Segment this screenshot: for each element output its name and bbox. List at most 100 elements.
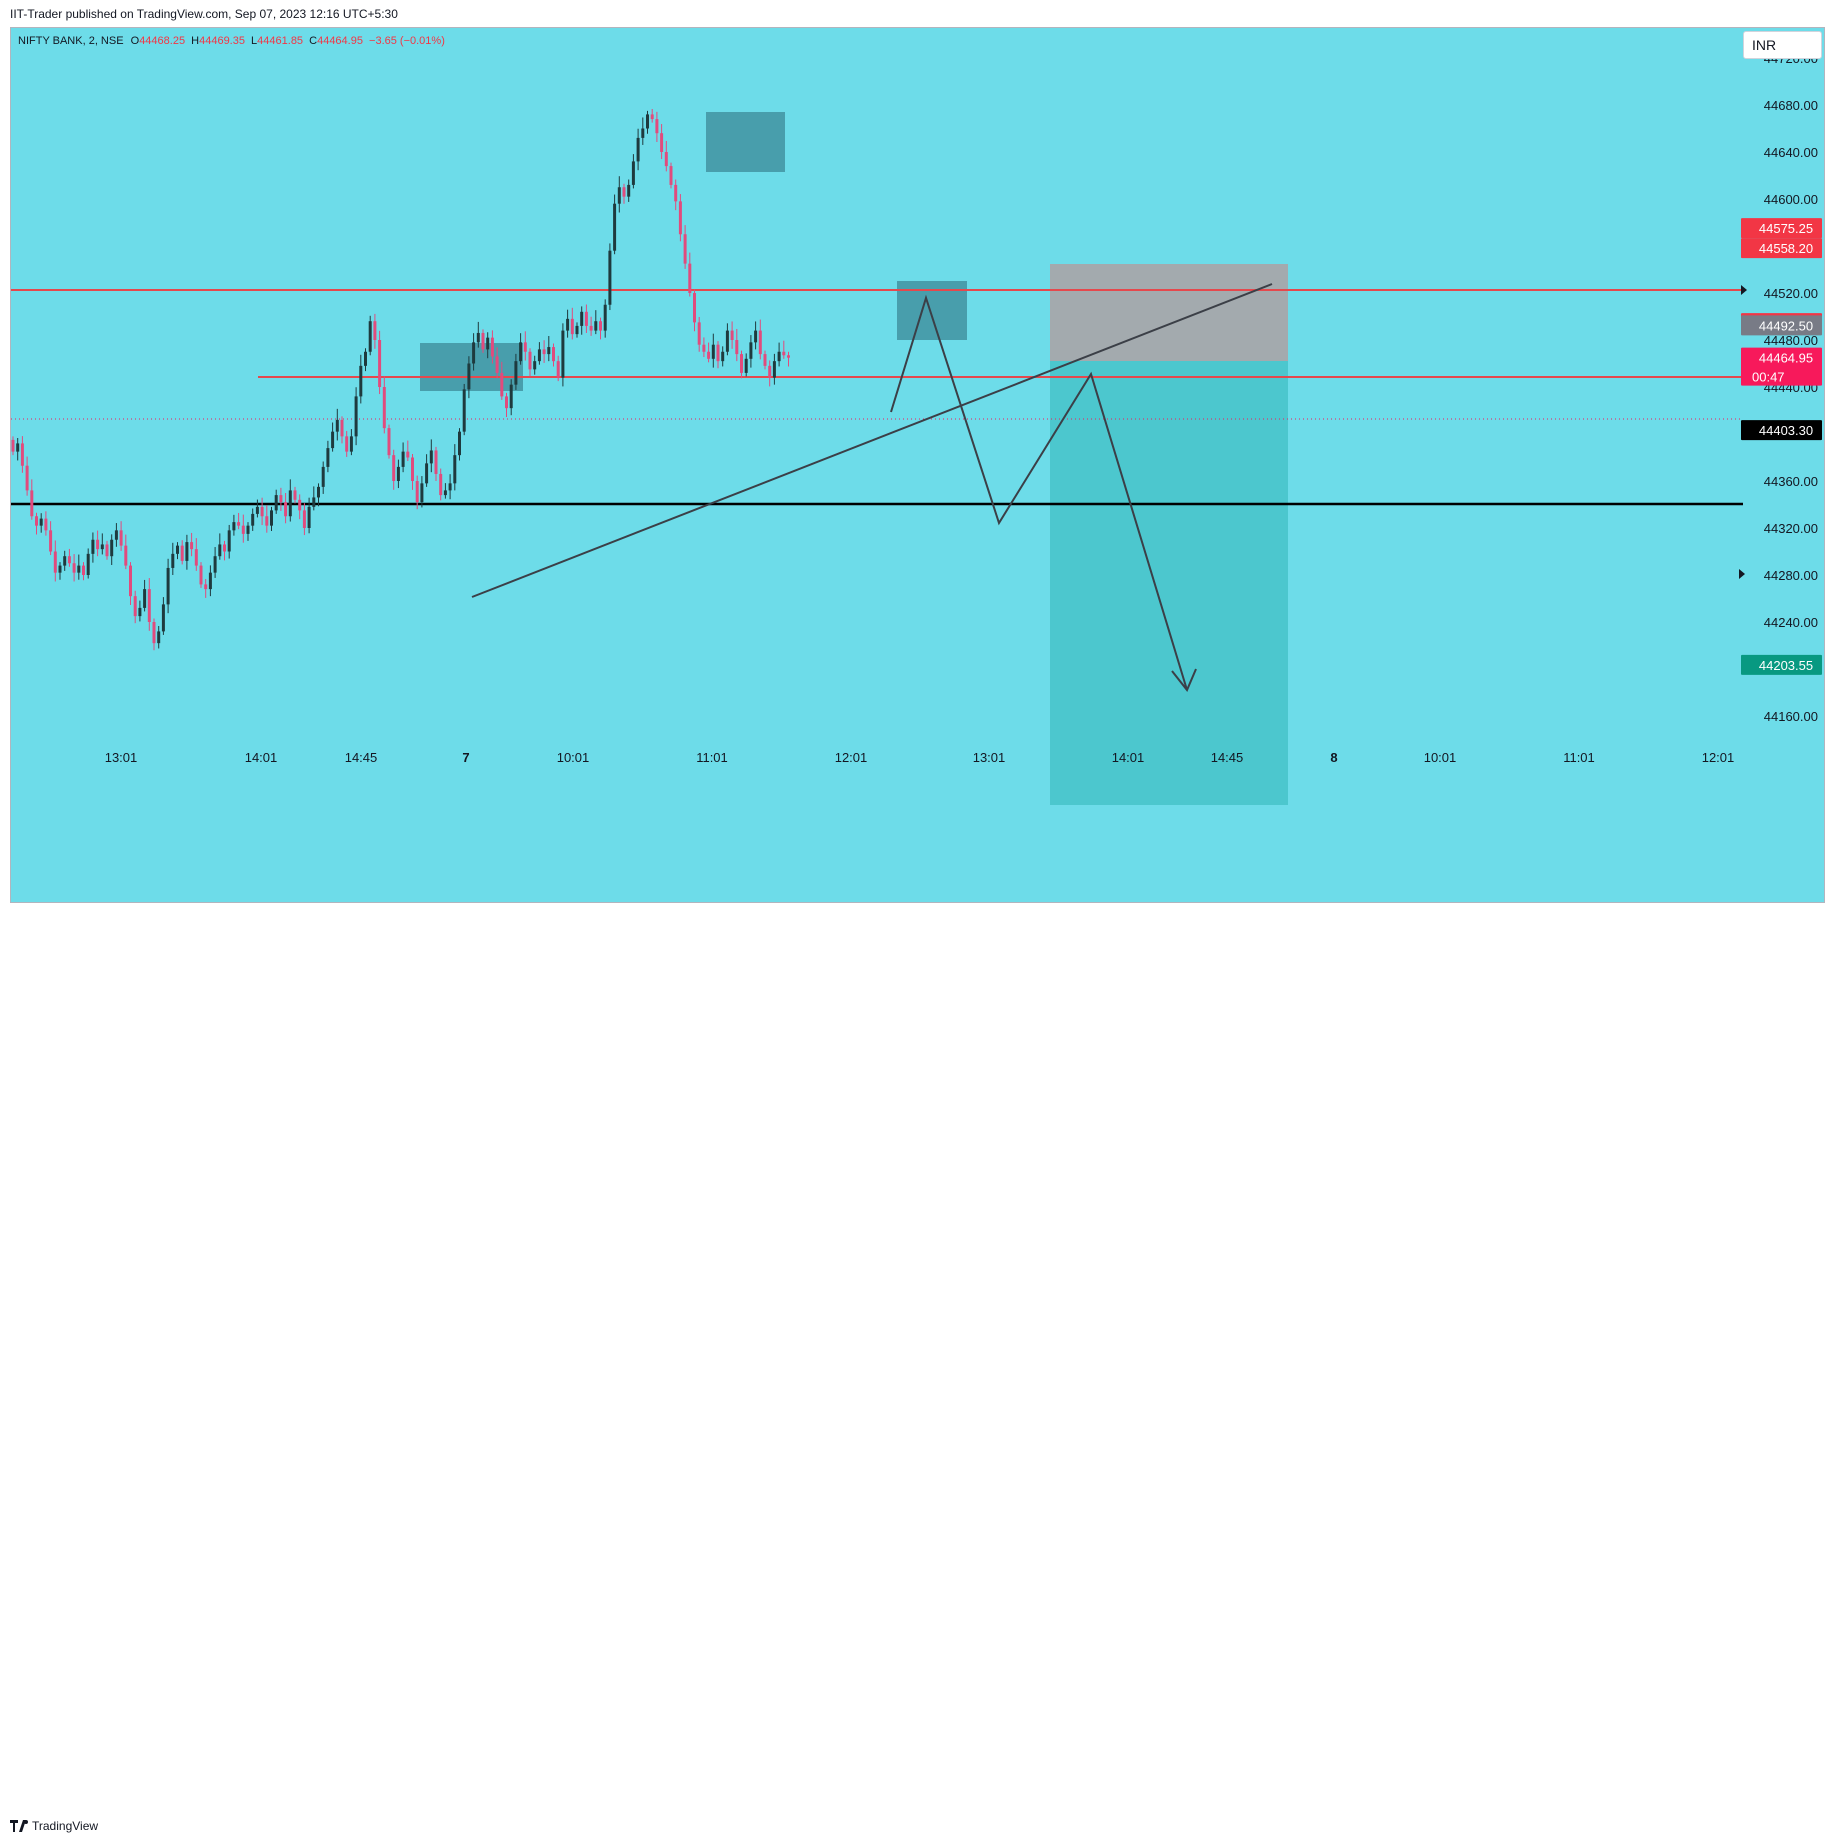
price-badge-text: 44403.30 [1759, 423, 1813, 438]
candle-body [67, 556, 71, 564]
candle-body [16, 443, 20, 452]
price-tick-label: 44360.00 [1764, 474, 1818, 489]
time-tick-label: 14:01 [1112, 750, 1145, 765]
candle [274, 489, 278, 514]
currency-button[interactable]: INR [1743, 31, 1822, 59]
footer-bar: TradingView [0, 905, 1835, 1833]
candle-body [509, 384, 513, 409]
candle [91, 532, 95, 563]
candle [77, 554, 81, 580]
candle-body [317, 486, 320, 498]
highlight-box-2[interactable] [706, 112, 785, 172]
price-label-badge[interactable]: 44203.55 [1741, 654, 1822, 675]
price-label-badge[interactable]: 44464.95 00:47 [1741, 347, 1822, 386]
price-label-badge[interactable]: 44403.30 [1741, 420, 1822, 441]
candle-body [340, 419, 344, 437]
price-badge-text: 44203.55 [1759, 658, 1813, 673]
candle-body [232, 522, 236, 531]
candle [255, 499, 259, 518]
candle [302, 503, 306, 536]
candle-body [434, 450, 438, 474]
candle-body [735, 340, 739, 355]
candle-body [100, 544, 104, 550]
candle-body [265, 516, 269, 526]
candle-body [608, 250, 612, 305]
candle-body [674, 184, 678, 202]
candle-body [462, 389, 466, 432]
candle-body [697, 322, 701, 345]
candle [119, 521, 123, 551]
candle-body [566, 318, 570, 331]
candle [472, 333, 476, 371]
candle-body [420, 483, 424, 503]
candle [16, 437, 20, 461]
candle [617, 176, 621, 213]
candle-body [373, 321, 377, 340]
candle-body [641, 128, 645, 138]
trendline[interactable] [471, 283, 1273, 598]
candle-body [490, 337, 494, 357]
candle [768, 360, 772, 387]
candle-body [105, 544, 109, 557]
price-chart[interactable]: 44720.0044680.0044640.0044600.0044560.00… [11, 28, 1825, 903]
stop-loss-zone[interactable] [1050, 264, 1288, 361]
open-value: 44468.25 [139, 35, 186, 47]
price-tick-label: 44160.00 [1764, 709, 1818, 724]
tradingview-logo-icon[interactable] [10, 1820, 30, 1832]
candle [425, 454, 429, 487]
candle-body [364, 351, 367, 366]
candle-body [725, 330, 729, 352]
candle-body [378, 340, 382, 387]
candle [650, 108, 654, 123]
candle-body [683, 234, 687, 264]
chart-frame[interactable]: 44720.0044680.0044640.0044600.0044560.00… [10, 27, 1825, 903]
take-profit-zone[interactable] [1050, 361, 1288, 805]
candle-body [537, 349, 541, 362]
highlight-box-1[interactable] [420, 343, 523, 391]
candle [138, 600, 142, 622]
candle [443, 483, 447, 499]
candle [528, 348, 532, 377]
tradingview-brand[interactable]: TradingView [32, 1819, 99, 1833]
candle [439, 468, 443, 501]
candle [406, 440, 410, 462]
candle-body [335, 419, 339, 432]
price-label-badge[interactable]: 44492.50 [1741, 315, 1822, 336]
time-axis[interactable]: 13:01 14:01 14:45 7 10:01 11:01 12:01 13:01 14:0… [105, 750, 1735, 765]
candle-body [782, 351, 786, 356]
price-badge-bg [1741, 420, 1822, 441]
candle [552, 343, 555, 367]
candle [180, 540, 184, 565]
candle-body [758, 330, 762, 355]
candle-body [114, 530, 118, 540]
candle-body [533, 361, 537, 370]
candle-body [30, 490, 34, 517]
candle-body [270, 510, 273, 526]
candle [185, 534, 189, 570]
candle-body [505, 396, 508, 409]
candle [655, 111, 659, 143]
candle [312, 486, 316, 511]
candle-body [279, 495, 283, 503]
candle [683, 225, 687, 269]
candle-body [392, 455, 396, 481]
time-tick-label: 12:01 [1702, 750, 1735, 765]
candle [434, 446, 438, 481]
candle [613, 194, 617, 255]
price-label-badge[interactable]: 44558.20 [1741, 238, 1822, 259]
candle-body [326, 448, 330, 467]
candle [204, 578, 208, 598]
projection-path-1[interactable] [890, 294, 1188, 691]
candle [519, 333, 523, 365]
candle-body [237, 522, 241, 526]
price-label-badge[interactable]: 44575.25 [1741, 218, 1822, 239]
candle-body [91, 539, 95, 554]
candle [359, 354, 363, 404]
candle [636, 128, 640, 171]
candle-body [204, 584, 208, 590]
candle-body [147, 589, 151, 622]
price-axis[interactable]: 44720.0044680.0044640.0044600.0044560.00… [1741, 51, 1822, 724]
candle [129, 562, 132, 605]
candle [627, 179, 631, 202]
candle [589, 316, 593, 336]
